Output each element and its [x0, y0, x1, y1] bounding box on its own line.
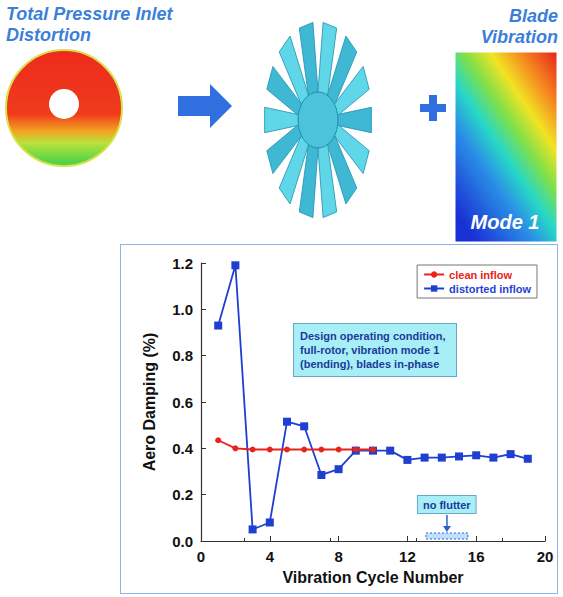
svg-text:4: 4 [266, 548, 275, 565]
svg-text:no flutter: no flutter [423, 499, 471, 511]
svg-text:20: 20 [537, 548, 554, 565]
svg-text:0.4: 0.4 [172, 440, 194, 457]
svg-text:Design operating condition,: Design operating condition, [300, 330, 449, 342]
svg-text:0: 0 [197, 548, 205, 565]
html-text:Total Pressure Inlet Distortio: Total Pressure Inlet Distortion [6, 4, 173, 45]
svg-text:0.6: 0.6 [172, 394, 193, 411]
svg-text:8: 8 [334, 548, 342, 565]
html-text:Mode 1: Mode 1 [470, 211, 540, 233]
svg-text:Aero Damping (%): Aero Damping (%) [141, 333, 158, 472]
svg-text:0.8: 0.8 [172, 347, 193, 364]
html-text:Blade Vibration: Blade Vibration [480, 6, 558, 47]
svg-text:0.0: 0.0 [172, 533, 193, 550]
svg-text:12: 12 [399, 548, 416, 565]
svg-text:1.2: 1.2 [172, 255, 193, 272]
svg-text:16: 16 [468, 548, 485, 565]
svg-text:Vibration Cycle Number: Vibration Cycle Number [282, 569, 463, 586]
svg-text:1.0: 1.0 [172, 301, 193, 318]
svg-text:(bending), blades in-phase: (bending), blades in-phase [300, 358, 439, 370]
svg-text:clean inflow: clean inflow [449, 269, 512, 281]
svg-text:full-rotor, vibration mode 1: full-rotor, vibration mode 1 [300, 344, 442, 356]
svg-text:0.2: 0.2 [172, 486, 193, 503]
svg-text:distorted inflow: distorted inflow [449, 283, 531, 295]
